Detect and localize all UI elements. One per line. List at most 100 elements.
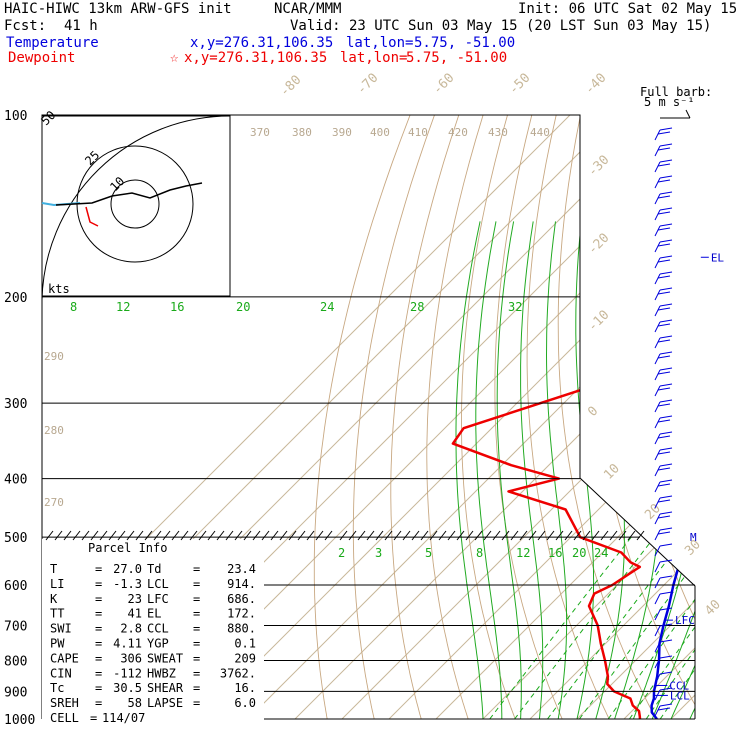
hatch-mark [225, 530, 234, 541]
hodograph-trace [55, 182, 203, 206]
legend-dewpoint-coord: x,y=276.31,106.35 [184, 50, 328, 66]
wind-barb-flag [659, 655, 673, 659]
hodograph-units-label: kts [48, 282, 70, 296]
mixing-ratio-label-lower: 16 [548, 546, 562, 560]
wind-barb [654, 497, 661, 509]
wind-barb-flag [657, 275, 671, 279]
wind-barb-flag [657, 435, 671, 439]
hatch-mark [636, 530, 645, 541]
wind-barb [654, 433, 661, 445]
wind-barb-flag [659, 415, 673, 419]
parcel-key: SWEAT [147, 651, 183, 665]
parcel-value: 2.8 [120, 622, 142, 636]
wind-barb-flag [659, 559, 673, 563]
hatch-mark [600, 530, 609, 541]
wind-barb-flag [659, 383, 673, 387]
theta-label: 380 [292, 126, 312, 139]
hodograph-ring [110, 179, 160, 229]
wind-barb-flag [657, 707, 671, 711]
hatch-mark [573, 530, 582, 541]
hatch-mark [234, 530, 243, 541]
hatch-mark [546, 530, 555, 541]
pressure-tick-label: 100 [4, 109, 27, 124]
wind-barb-flag [659, 351, 673, 355]
hatch-mark [420, 530, 429, 541]
wind-barb-flag [659, 207, 673, 211]
hatch-mark [519, 530, 528, 541]
dry-adiabat-line [352, 115, 435, 719]
wind-barb [654, 513, 661, 525]
header-agency: NCAR/MMM [274, 1, 342, 17]
parcel-value: 209 [234, 651, 256, 665]
wind-barb [654, 481, 661, 493]
mixing-ratio-line [578, 536, 695, 719]
parcel-eq: = [95, 681, 102, 695]
wind-barb [654, 689, 661, 701]
theta-label: 370 [250, 126, 270, 139]
parcel-value: 23 [128, 592, 142, 606]
wind-barb-flag [657, 451, 671, 455]
mixing-ratio-line [628, 536, 695, 719]
hatch-mark [162, 530, 171, 541]
isotherm-line [247, 115, 695, 719]
level-label-lcl: LCL [670, 689, 690, 702]
level-label-m: M [690, 531, 697, 544]
theta-label: 400 [370, 126, 390, 139]
parcel-value: -1.3 [113, 577, 142, 591]
hatch-mark [456, 530, 465, 541]
theta-label: 290 [44, 350, 64, 363]
wind-barb-flag [657, 531, 671, 535]
parcel-eq: = [95, 651, 102, 665]
parcel-eq: = [193, 651, 200, 665]
hatch-mark [90, 530, 99, 541]
barb-legend-units: 5 m s⁻¹ [644, 95, 695, 109]
parcel-eq: = [193, 681, 200, 695]
parcel-eq: = [90, 711, 97, 725]
moist-adiabat-line [455, 221, 484, 719]
parcel-key: LCL [147, 577, 169, 591]
wind-barb-flag [659, 287, 673, 291]
parcel-key: CIN [50, 666, 72, 680]
isotherm-label: -10 [585, 308, 612, 335]
wind-barb-flag [659, 239, 673, 243]
wind-barb-flag [657, 387, 671, 391]
hodograph [41, 115, 231, 301]
hatch-mark [243, 530, 252, 541]
parcel-key: LFC [147, 592, 169, 606]
wind-barb [654, 385, 661, 397]
parcel-key: Tc [50, 681, 64, 695]
parcel-key: CCL [147, 622, 169, 636]
hatch-mark [54, 530, 63, 541]
isotherm-line [718, 115, 740, 719]
parcel-eq: = [193, 607, 200, 621]
mixing-ratio-label-upper: 28 [410, 300, 424, 314]
wind-barb [654, 625, 661, 637]
moist-adiabat-line [614, 221, 661, 719]
pressure-tick-label: 300 [4, 397, 27, 412]
hatch-mark [72, 530, 81, 541]
mixing-ratio-line [489, 536, 632, 719]
wind-barb-flag [657, 259, 671, 263]
isotherm-label: -30 [585, 153, 612, 180]
theta-label: 270 [44, 496, 64, 509]
wind-barb [654, 465, 661, 477]
level-label-lfc: LFC [675, 614, 695, 627]
wind-barb-flag [659, 143, 673, 147]
isotherm-label: 40 [702, 597, 724, 619]
mixing-ratio-line [659, 536, 695, 719]
parcel-value: 6.0 [234, 696, 256, 710]
hatch-mark [591, 530, 600, 541]
parcel-eq: = [95, 607, 102, 621]
hatch-mark [411, 530, 420, 541]
isotherm-line [529, 115, 695, 719]
wind-barb [654, 209, 661, 221]
mixing-ratio-label-lower: 5 [425, 546, 432, 560]
parcel-eq: = [193, 696, 200, 710]
wind-barb [654, 337, 661, 349]
wind-barb-flag [659, 255, 673, 259]
wind-barb-flag [657, 323, 671, 327]
dry-adiabat-line [700, 115, 740, 719]
hatch-mark [357, 530, 366, 541]
parcel-value: 0.1 [234, 637, 256, 651]
